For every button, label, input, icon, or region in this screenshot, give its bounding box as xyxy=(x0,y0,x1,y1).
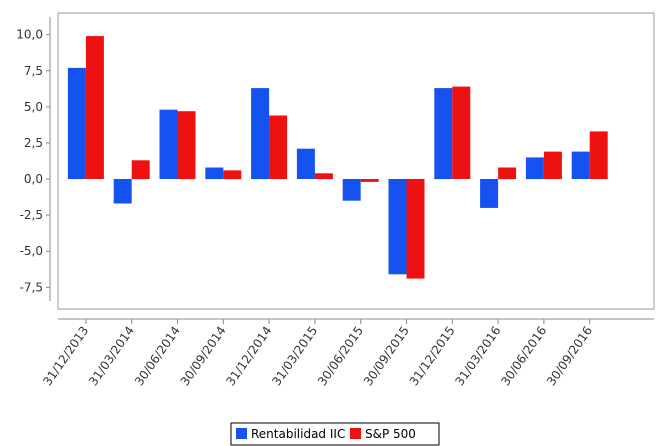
bar-series-1 xyxy=(480,179,499,208)
bar-series-2 xyxy=(543,151,562,179)
bar-series-2 xyxy=(85,36,104,179)
x-axis: 31/12/201331/03/201430/06/201430/09/2014… xyxy=(40,319,595,388)
x-tick-label: 30/09/2016 xyxy=(544,324,595,389)
bar-series-2 xyxy=(498,167,517,180)
bar-series-2 xyxy=(314,173,333,180)
bar-series-2 xyxy=(131,160,150,180)
x-tick-label: 30/09/2015 xyxy=(361,324,412,389)
y-tick-label: -7,5 xyxy=(20,280,43,294)
bar-series-2 xyxy=(452,86,471,179)
bar-series-2 xyxy=(589,131,608,179)
legend-label-series-1: Rentabilidad IIC xyxy=(251,427,345,441)
x-tick-label: 31/03/2015 xyxy=(269,324,320,389)
bar-series-1 xyxy=(342,179,361,201)
y-tick-label: 5,0 xyxy=(24,100,43,114)
y-tick-label: 10,0 xyxy=(16,28,43,42)
bar-series-1 xyxy=(434,88,453,180)
x-tick-label: 31/12/2014 xyxy=(223,324,274,389)
bar-series-2 xyxy=(223,170,242,180)
bars xyxy=(67,36,608,279)
bar-series-2 xyxy=(177,111,196,180)
legend-label-series-2: S&P 500 xyxy=(365,427,416,441)
bar-series-1 xyxy=(296,148,315,179)
bar-series-1 xyxy=(205,167,224,180)
bar-series-1 xyxy=(113,179,132,204)
y-tick-label: -5,0 xyxy=(20,244,43,258)
legend-box xyxy=(230,422,440,446)
y-tick-label: 2,5 xyxy=(24,136,43,150)
y-tick-label: 0,0 xyxy=(24,172,43,186)
x-tick-label: 31/12/2013 xyxy=(40,324,91,389)
bar-series-1 xyxy=(525,157,544,180)
bar-series-1 xyxy=(67,67,86,180)
x-tick-label: 31/12/2015 xyxy=(407,324,458,389)
bar-series-2 xyxy=(406,179,425,279)
y-tick-label: 7,5 xyxy=(24,64,43,78)
y-axis: 10,0 7,5 5,0 2,5 0,0 -2,5 -5,0 -7,5 xyxy=(16,17,51,301)
legend-swatch-series-1 xyxy=(236,428,247,439)
bar-series-1 xyxy=(251,88,270,180)
bar-series-1 xyxy=(571,151,590,179)
x-tick-label: 31/03/2014 xyxy=(86,324,137,389)
x-tick-label: 30/06/2016 xyxy=(498,324,549,389)
legend-swatch-series-2 xyxy=(350,428,361,439)
bar-series-2 xyxy=(269,115,288,179)
bar-series-1 xyxy=(388,179,407,275)
x-tick-label: 30/06/2014 xyxy=(132,324,183,389)
bar-series-2 xyxy=(360,179,379,182)
legend: Rentabilidad IIC S&P 500 xyxy=(230,422,440,446)
x-tick-label: 31/03/2016 xyxy=(452,324,503,389)
y-tick-label: -2,5 xyxy=(20,208,43,222)
bar-series-1 xyxy=(159,109,178,179)
x-tick-label: 30/09/2014 xyxy=(178,324,229,389)
x-tick-label: 30/06/2015 xyxy=(315,324,366,389)
